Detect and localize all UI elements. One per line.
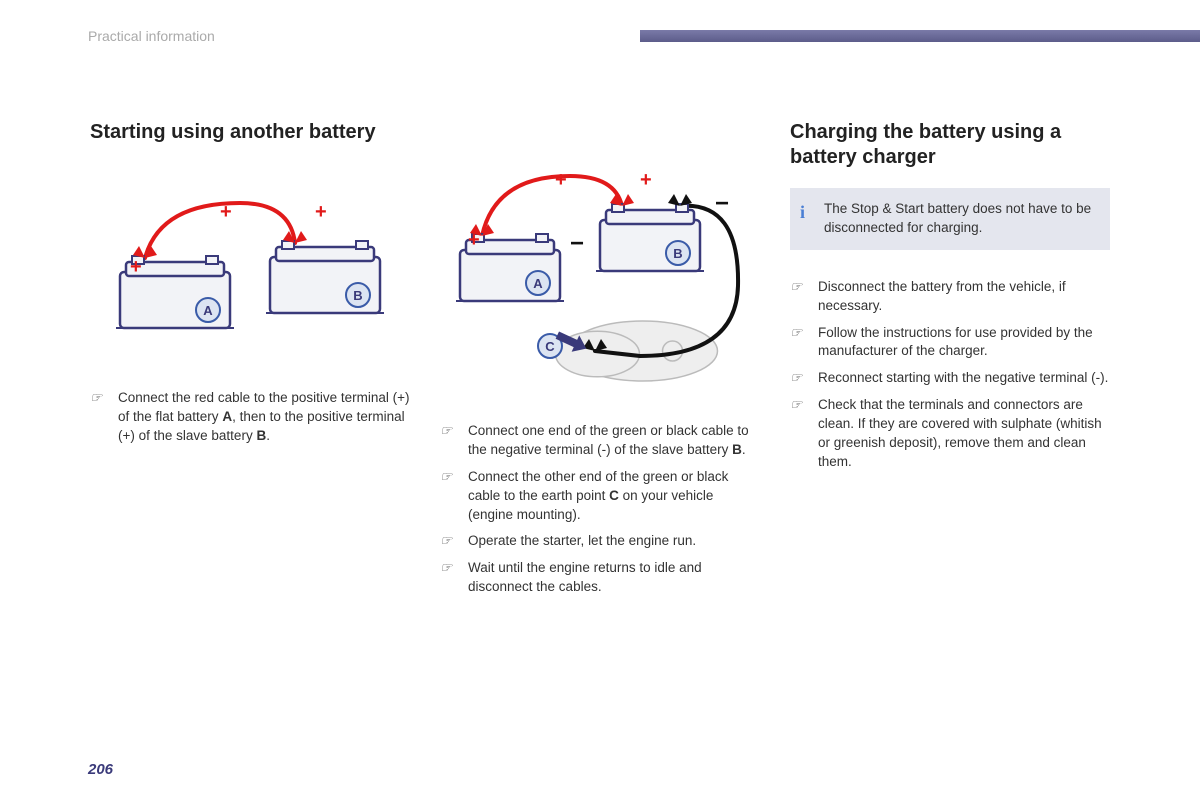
info-text: The Stop & Start battery does not have t… <box>824 201 1091 235</box>
svg-text:−: − <box>570 230 584 257</box>
diagram-positive-cable: A B + + + <box>90 163 410 373</box>
column-2: AB+++−−C ☞Connect one end of the green o… <box>440 120 760 605</box>
info-icon: i <box>800 200 816 216</box>
bullet-icon: ☞ <box>440 422 468 460</box>
header-accent-bar <box>640 30 1200 42</box>
svg-text:B: B <box>673 246 682 261</box>
instruction-text: Connect the red cable to the positive te… <box>118 389 410 446</box>
instruction-item: ☞Check that the terminals and connectors… <box>790 396 1110 472</box>
heading-charging: Charging the battery using a battery cha… <box>790 120 1110 170</box>
page-number: 206 <box>88 761 113 778</box>
page-content: Starting using another battery AB+++ ☞Co… <box>90 120 1110 605</box>
instruction-item: ☞Connect the red cable to the positive t… <box>90 389 410 446</box>
instruction-item: ☞Operate the starter, let the engine run… <box>440 532 760 551</box>
column-1: Starting using another battery A B + + + ☞Co… <box>90 120 410 605</box>
bullet-icon: ☞ <box>440 532 468 551</box>
diagram-negative-cable: A B + + + − − C <box>440 146 760 406</box>
bullet-icon: ☞ <box>90 389 118 446</box>
bullet-icon: ☞ <box>790 324 818 362</box>
svg-text:+: + <box>220 201 232 223</box>
instruction-item: ☞Reconnect starting with the negative te… <box>790 369 1110 388</box>
instruction-item: ☞Follow the instructions for use provide… <box>790 324 1110 362</box>
svg-text:+: + <box>315 201 327 223</box>
heading-starting: Starting using another battery <box>90 120 410 145</box>
instruction-text: Connect one end of the green or black ca… <box>468 422 760 460</box>
svg-text:+: + <box>640 169 652 191</box>
info-box: i The Stop & Start battery does not have… <box>790 188 1110 250</box>
bullet-icon: ☞ <box>790 369 818 388</box>
instruction-text: Reconnect starting with the negative ter… <box>818 369 1108 388</box>
svg-text:C: C <box>545 339 555 354</box>
instruction-text: Follow the instructions for use provided… <box>818 324 1110 362</box>
column-3: Charging the battery using a battery cha… <box>790 120 1110 605</box>
instruction-text: Connect the other end of the green or bl… <box>468 468 760 525</box>
bullet-icon: ☞ <box>790 396 818 472</box>
steps-col2: ☞Connect one end of the green or black c… <box>440 422 760 597</box>
bullet-icon: ☞ <box>440 468 468 525</box>
instruction-text: Wait until the engine returns to idle an… <box>468 559 760 597</box>
svg-text:B: B <box>353 288 362 303</box>
svg-text:+: + <box>468 229 480 251</box>
svg-text:+: + <box>130 256 142 278</box>
instruction-item: ☞Connect the other end of the green or b… <box>440 468 760 525</box>
svg-text:A: A <box>203 303 213 318</box>
svg-text:A: A <box>533 276 543 291</box>
steps-col3: ☞Disconnect the battery from the vehicle… <box>790 278 1110 472</box>
section-label: Practical information <box>88 28 215 44</box>
instruction-item: ☞Disconnect the battery from the vehicle… <box>790 278 1110 316</box>
bullet-icon: ☞ <box>440 559 468 597</box>
svg-text:+: + <box>555 169 567 191</box>
svg-text:−: − <box>715 190 729 217</box>
instruction-text: Check that the terminals and connectors … <box>818 396 1110 472</box>
instruction-text: Operate the starter, let the engine run. <box>468 532 696 551</box>
instruction-item: ☞Wait until the engine returns to idle a… <box>440 559 760 597</box>
instruction-text: Disconnect the battery from the vehicle,… <box>818 278 1110 316</box>
steps-col1: ☞Connect the red cable to the positive t… <box>90 389 410 446</box>
instruction-item: ☞Connect one end of the green or black c… <box>440 422 760 460</box>
bullet-icon: ☞ <box>790 278 818 316</box>
